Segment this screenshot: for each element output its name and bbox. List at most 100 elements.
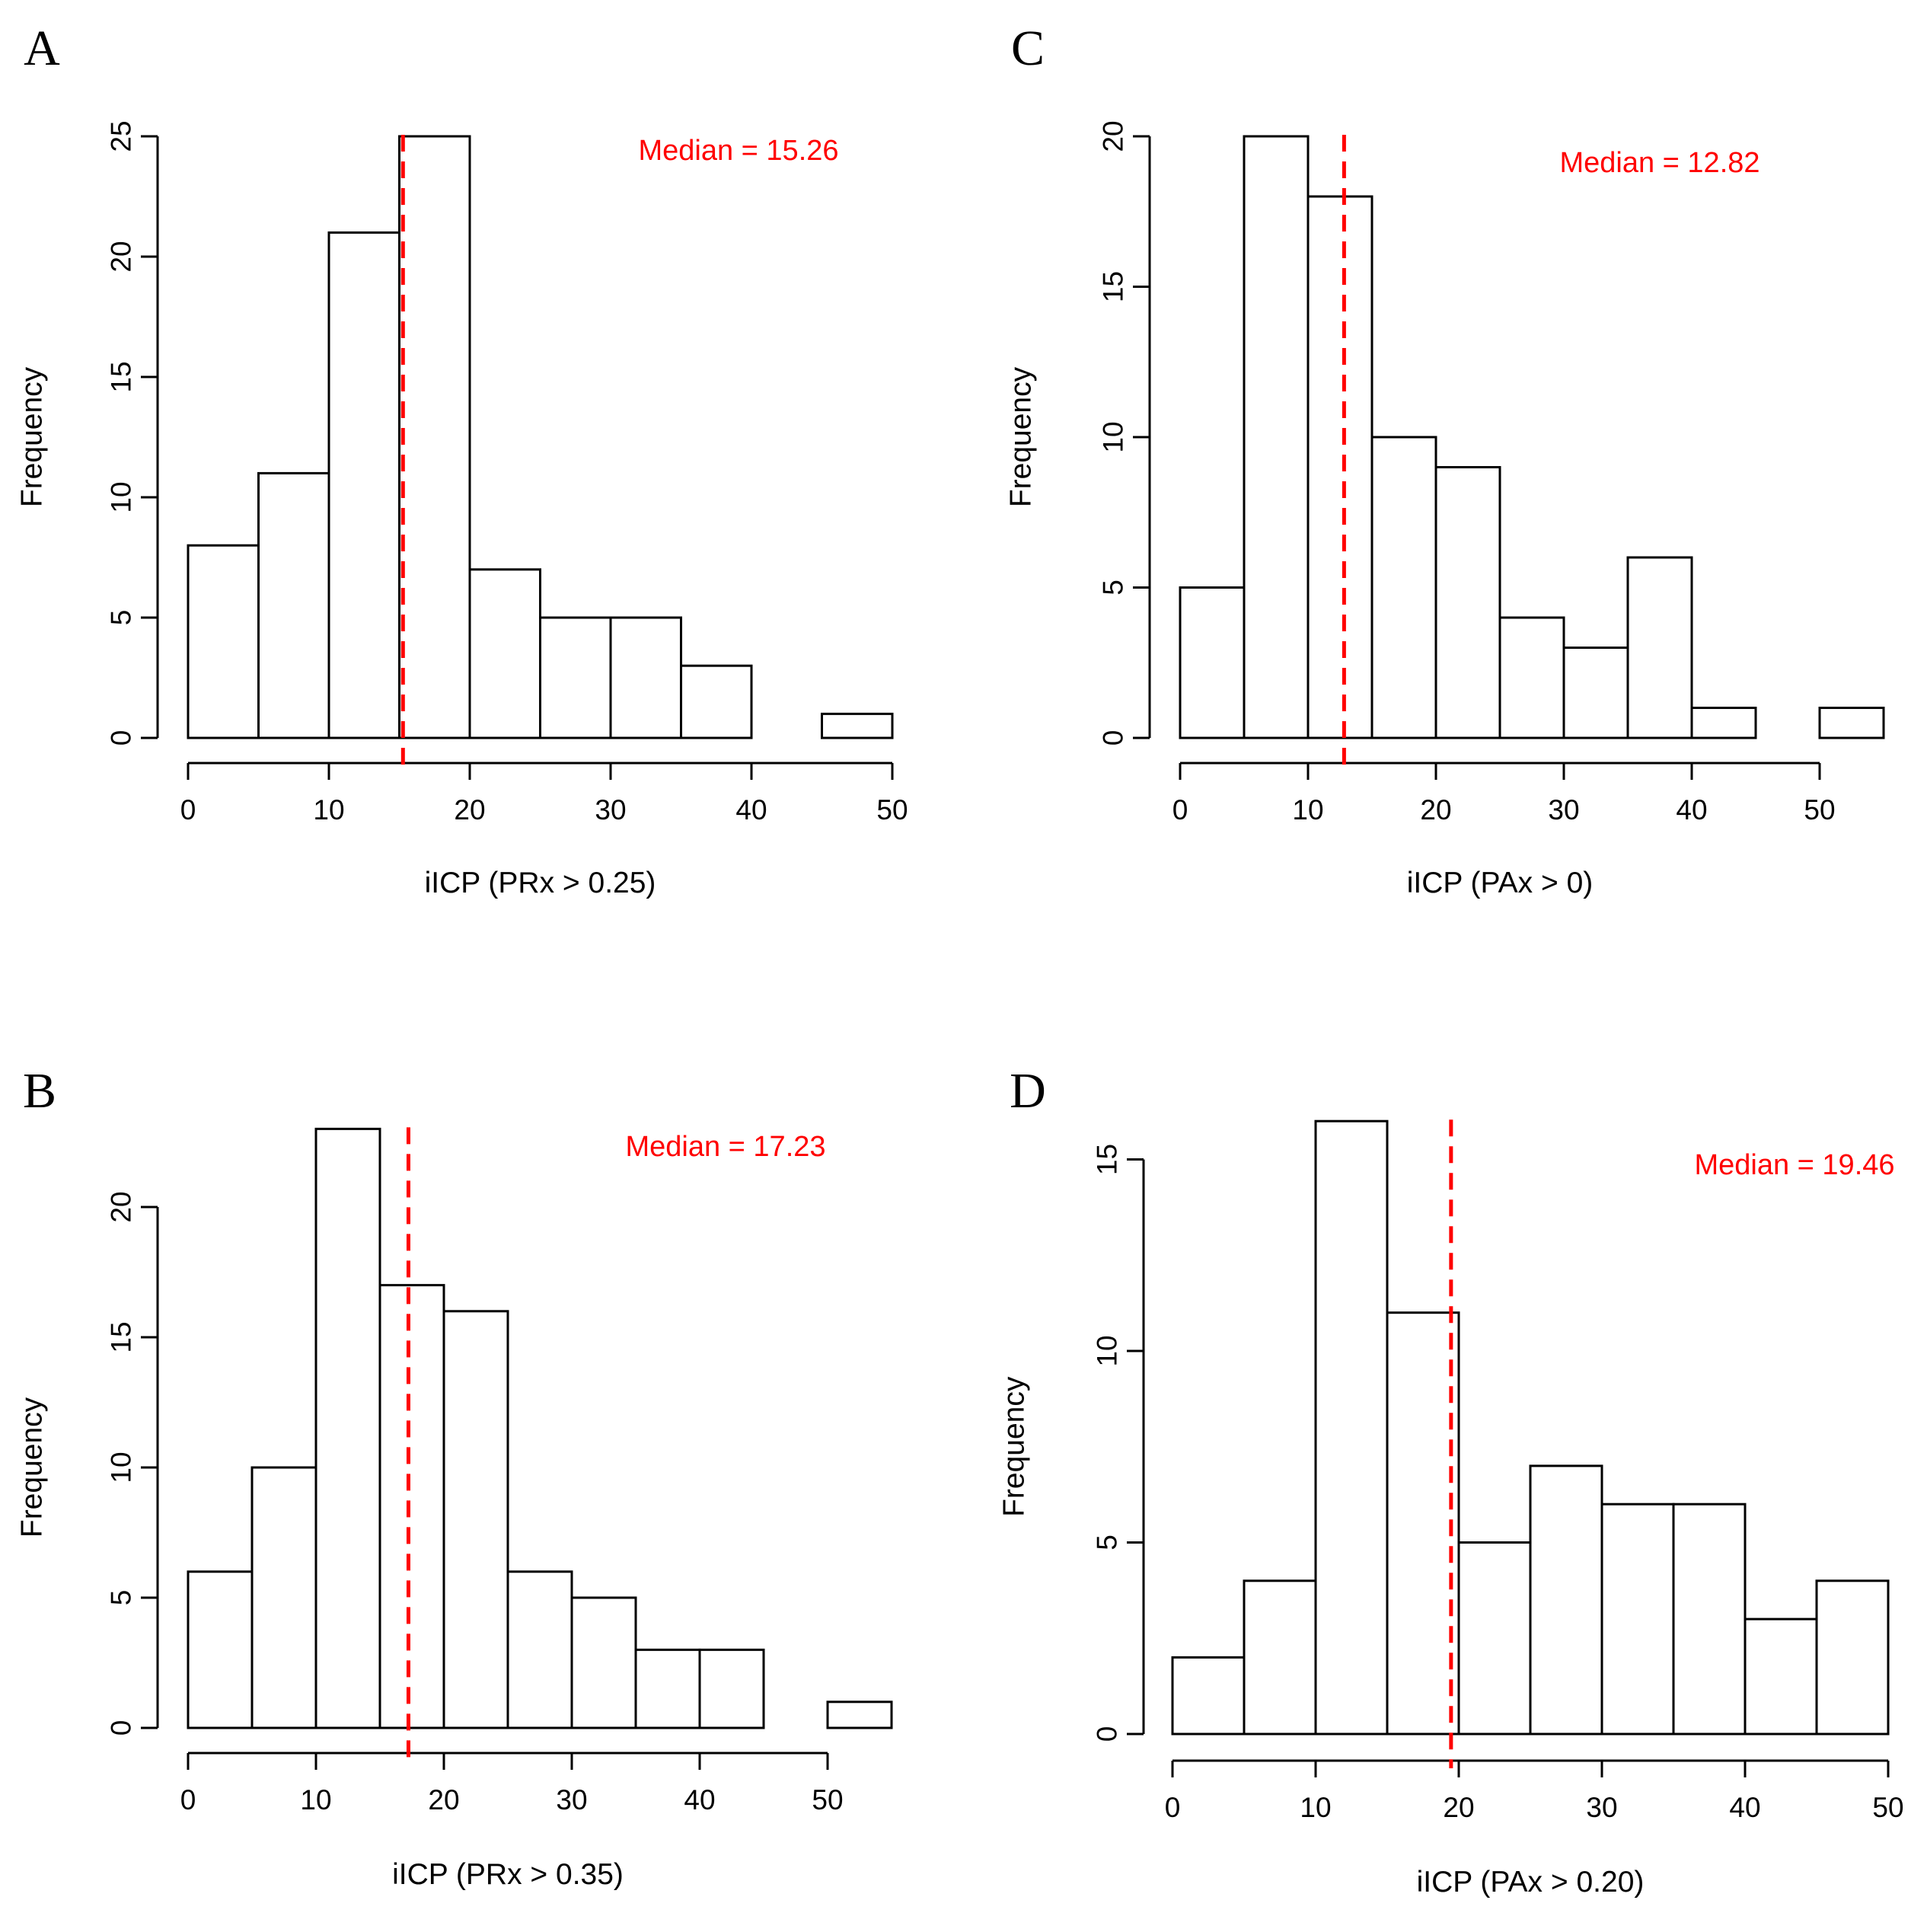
histogram-bar [327, 231, 400, 739]
x-tick-label: 50 [1804, 794, 1835, 825]
y-tick-label: 5 [1098, 580, 1129, 596]
histogram-bar [187, 1570, 254, 1729]
histogram-bar [1815, 1579, 1890, 1736]
x-tick-label: 50 [876, 794, 908, 825]
y-tick-label: 10 [106, 1451, 137, 1483]
histogram-panel-a: A 0 5 10 15 20 25 0 10 20 30 40 50 iICP (PRx > 0.25) F… [16, 21, 908, 899]
histogram-bar [1179, 586, 1246, 739]
histogram-bar [506, 1570, 573, 1729]
histogram-bar [634, 1648, 701, 1729]
x-tick-label: 20 [1420, 794, 1451, 825]
x-axis-title: iICP (PAx > 0) [1407, 867, 1594, 899]
y-tick-label: 10 [1098, 421, 1129, 452]
y-tick-label: 25 [106, 120, 137, 152]
x-axis-title: iICP (PRx > 0.25) [425, 867, 656, 899]
x-tick-label: 40 [1729, 1792, 1760, 1823]
histogram-bar [680, 664, 753, 739]
median-label: Median = 15.26 [638, 135, 838, 167]
histogram-bar [1529, 1464, 1603, 1736]
histogram-bar [609, 616, 682, 739]
histogram-bar [1690, 707, 1757, 739]
x-axis-title: iICP (PAx > 0.20) [1417, 1866, 1645, 1898]
y-tick-label: 10 [106, 481, 137, 513]
y-axis-title: Frequency [16, 1397, 49, 1538]
y-tick-label: 15 [106, 361, 137, 392]
y-axis-title: Frequency [998, 1376, 1031, 1517]
x-tick-label: 40 [684, 1784, 715, 1815]
histogram-bar [1672, 1502, 1747, 1736]
histogram-bar [1306, 195, 1373, 739]
y-tick-label: 20 [106, 241, 137, 272]
x-axis-title: iICP (PRx > 0.35) [392, 1858, 624, 1891]
x-tick-label: 30 [556, 1784, 587, 1815]
y-tick-label: 15 [106, 1321, 137, 1352]
histogram-bar [1314, 1119, 1389, 1736]
median-label: Median = 12.82 [1559, 147, 1760, 179]
x-tick-label: 20 [1443, 1792, 1474, 1823]
x-tick-label: 50 [812, 1784, 843, 1815]
histogram-bar [1243, 1579, 1317, 1736]
y-axis-title: Frequency [16, 366, 49, 507]
histogram-bar [1818, 707, 1885, 739]
histogram-bar [1434, 466, 1501, 739]
panel-letter: C [1011, 21, 1045, 76]
y-tick-label: 5 [106, 1590, 137, 1606]
x-tick-label: 50 [1872, 1792, 1903, 1823]
y-tick-label: 0 [106, 1720, 137, 1736]
x-tick-label: 0 [180, 1784, 196, 1815]
x-tick-label: 20 [428, 1784, 459, 1815]
x-tick-label: 10 [313, 794, 344, 825]
y-tick-label: 15 [1098, 271, 1129, 302]
x-tick-label: 40 [1676, 794, 1707, 825]
histogram-bar [468, 568, 541, 739]
y-tick-label: 0 [106, 730, 137, 746]
x-tick-label: 10 [1300, 1792, 1331, 1823]
histogram-bar [250, 1466, 317, 1729]
histogram-panel-c: C 0 5 10 15 20 0 10 20 30 40 50 iICP (PAx > 0) Freque… [1005, 21, 1885, 899]
histogram-bar [1626, 556, 1693, 739]
histogram-bar [187, 544, 260, 739]
histogram-bar [1457, 1541, 1532, 1736]
histogram-bar [1386, 1311, 1460, 1736]
y-tick-label: 10 [1092, 1335, 1123, 1366]
y-tick-label: 0 [1098, 730, 1129, 746]
median-label: Median = 19.46 [1694, 1149, 1894, 1181]
histogram-bar [398, 135, 471, 739]
x-tick-label: 30 [1548, 794, 1579, 825]
histogram-bar [821, 712, 894, 739]
histogram-bar [1171, 1656, 1246, 1736]
x-tick-label: 0 [1172, 794, 1188, 825]
x-tick-label: 40 [735, 794, 767, 825]
histogram-bar [826, 1700, 893, 1729]
y-tick-label: 20 [1098, 120, 1129, 152]
histogram-panel-d: D 0 5 10 15 0 10 20 30 40 50 iICP (PAx > 0.20) Frequ… [998, 1063, 1904, 1898]
y-tick-label: 5 [1092, 1534, 1123, 1550]
panel-letter: B [23, 1063, 56, 1119]
histogram-bar [1562, 647, 1629, 739]
histogram-bar [314, 1127, 381, 1729]
median-label: Median = 17.23 [625, 1131, 825, 1163]
y-tick-label: 5 [106, 610, 137, 626]
histogram-bar [539, 616, 612, 739]
x-tick-label: 10 [300, 1784, 331, 1815]
y-tick-label: 15 [1092, 1144, 1123, 1175]
histogram-bar [378, 1284, 445, 1729]
x-tick-label: 30 [1586, 1792, 1617, 1823]
histogram-bar [1243, 135, 1310, 739]
x-tick-label: 0 [1165, 1792, 1181, 1823]
y-axis-title: Frequency [1005, 366, 1038, 507]
histogram-bar [257, 471, 330, 739]
x-tick-label: 20 [454, 794, 485, 825]
histogram-bar [1744, 1617, 1818, 1736]
histogram-bar [1370, 436, 1437, 739]
panel-letter: A [24, 21, 60, 76]
histogram-bar [570, 1596, 637, 1729]
histogram-bar [1600, 1502, 1675, 1736]
y-tick-label: 0 [1092, 1726, 1123, 1742]
histogram-bar [698, 1648, 765, 1729]
y-tick-label: 20 [106, 1191, 137, 1222]
histogram-bar [442, 1310, 509, 1729]
x-tick-label: 0 [180, 794, 196, 825]
